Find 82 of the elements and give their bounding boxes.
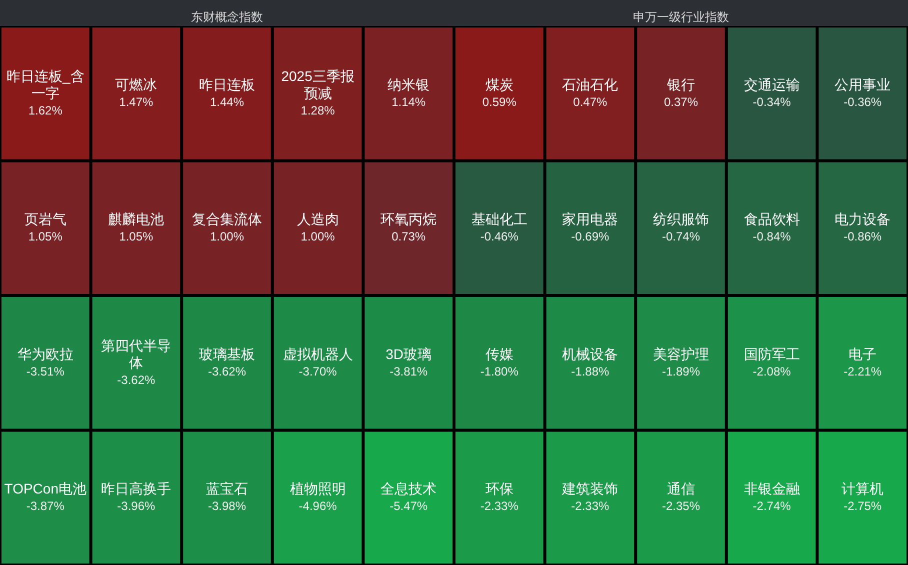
category-label: 纳米银 bbox=[388, 76, 430, 92]
category-label: 通信 bbox=[667, 480, 695, 497]
category-label: 页岩气 bbox=[24, 211, 66, 228]
data-label: -0.34% bbox=[752, 94, 792, 109]
data-label: -4.96% bbox=[298, 499, 338, 514]
data-label: 1.00% bbox=[210, 230, 244, 244]
category-label: 3D玻璃 bbox=[386, 346, 432, 362]
data-label: -2.35% bbox=[662, 499, 700, 514]
data-label: -1.80% bbox=[480, 364, 519, 378]
category-label: 机械设备 bbox=[562, 346, 618, 362]
data-label: -3.62% bbox=[117, 372, 156, 387]
data-label: -0.74% bbox=[662, 230, 700, 244]
category-label: 昨日高换手 bbox=[101, 480, 172, 497]
category-label: 交通运输 bbox=[744, 76, 800, 92]
text: 申万一级行业指数 bbox=[633, 10, 729, 24]
category-label: 可燃冰 bbox=[115, 76, 158, 92]
data-label: -3.98% bbox=[208, 499, 246, 514]
category-label: 全息技术 bbox=[380, 480, 437, 497]
data-label: -1.88% bbox=[571, 364, 610, 378]
data-label: 1.28% bbox=[300, 103, 336, 118]
data-label: 1.47% bbox=[119, 94, 154, 109]
category-label: 传媒 bbox=[485, 346, 514, 362]
category-label: 植物照明 bbox=[290, 480, 346, 497]
data-label: 0.73% bbox=[392, 230, 426, 244]
category-label: 第四代半导体 bbox=[101, 337, 172, 370]
text: 东财概念指数 bbox=[191, 10, 263, 24]
data-label: -2.21% bbox=[844, 364, 882, 378]
data-label: -5.47% bbox=[390, 499, 428, 514]
data-label: -3.87% bbox=[26, 499, 65, 514]
category-label: 计算机 bbox=[842, 480, 884, 497]
category-label: 纺织服饰 bbox=[653, 211, 709, 228]
data-label: -3.70% bbox=[298, 364, 338, 378]
data-label: 0.47% bbox=[573, 94, 608, 109]
category-label: 银行 bbox=[666, 76, 695, 92]
data-label: 1.05% bbox=[119, 230, 154, 244]
category-label: 家用电器 bbox=[562, 211, 618, 228]
data-label: -1.89% bbox=[662, 364, 700, 378]
category-label: 煤炭 bbox=[485, 76, 514, 92]
data-label: 1.62% bbox=[28, 103, 63, 118]
category-label: 2025三季报预减 bbox=[281, 68, 354, 101]
category-label: TOPCon电池 bbox=[4, 480, 87, 497]
category-label: 麒麟电池 bbox=[108, 211, 164, 228]
category-label: 玻璃基板 bbox=[199, 346, 255, 362]
category-label: 昨日连板 bbox=[199, 76, 255, 92]
category-label: 国防军工 bbox=[744, 346, 800, 362]
category-label: 建筑装饰 bbox=[561, 480, 618, 497]
data-label: 0.37% bbox=[664, 94, 698, 109]
data-label: 1.44% bbox=[210, 94, 244, 109]
data-label: 1.14% bbox=[392, 94, 426, 109]
data-label: -3.81% bbox=[390, 364, 428, 378]
category-label: 环氧丙烷 bbox=[380, 211, 437, 228]
category-label: 公用事业 bbox=[834, 76, 891, 92]
category-label: 环保 bbox=[485, 480, 514, 497]
data-label: 0.59% bbox=[482, 94, 517, 109]
data-label: 1.05% bbox=[28, 230, 63, 244]
data-label: 1.00% bbox=[300, 230, 336, 244]
data-label: -0.36% bbox=[844, 94, 882, 109]
category-label: 蓝宝石 bbox=[206, 480, 248, 497]
category-label: 食品饮料 bbox=[744, 211, 800, 228]
data-label: -3.96% bbox=[117, 499, 156, 514]
category-label: 基础化工 bbox=[471, 211, 528, 228]
category-label: 美容护理 bbox=[653, 346, 709, 362]
category-label: 电力设备 bbox=[834, 211, 891, 228]
data-label: -0.46% bbox=[480, 230, 519, 244]
data-label: -2.08% bbox=[752, 364, 792, 378]
data-label: -0.84% bbox=[752, 230, 792, 244]
data-label: -3.62% bbox=[208, 364, 246, 378]
category-label: 非银金融 bbox=[744, 480, 800, 497]
data-label: -2.33% bbox=[480, 499, 519, 514]
category-label: 虚拟机器人 bbox=[282, 346, 353, 362]
data-label: -2.33% bbox=[571, 499, 610, 514]
data-label: -2.75% bbox=[844, 499, 882, 514]
data-label: -3.51% bbox=[26, 364, 65, 378]
category-label: 石油石化 bbox=[562, 76, 618, 92]
category-label: 电子 bbox=[848, 346, 877, 362]
category-label: 人造肉 bbox=[296, 211, 339, 228]
category-label: 华为欧拉 bbox=[17, 346, 74, 362]
data-label: -0.86% bbox=[844, 230, 882, 244]
data-label: -0.69% bbox=[571, 230, 610, 244]
category-label: 昨日连板_含一字 bbox=[6, 68, 84, 101]
data-label: -2.74% bbox=[752, 499, 792, 514]
category-label: 复合集流体 bbox=[192, 211, 262, 228]
